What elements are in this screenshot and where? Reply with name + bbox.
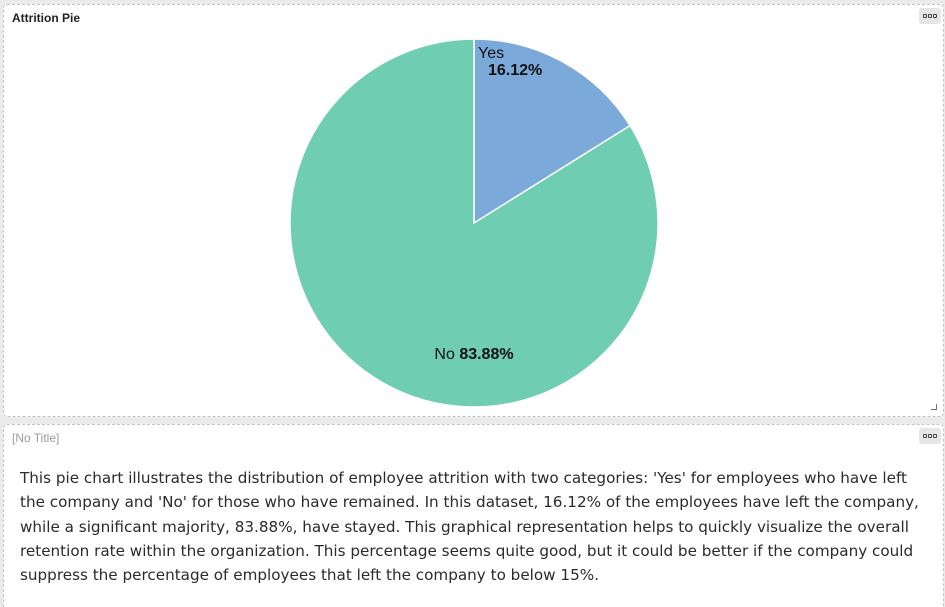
chart-panel-title: Attrition Pie bbox=[12, 11, 80, 25]
more-options-icon bbox=[933, 14, 937, 18]
more-options-icon bbox=[933, 434, 937, 438]
pie-slice-yes[interactable] bbox=[473, 38, 632, 225]
more-options-icon bbox=[928, 434, 932, 438]
text-panel: [No Title] This pie chart illustrates th… bbox=[3, 424, 944, 607]
more-options-icon bbox=[923, 14, 927, 18]
more-options-icon bbox=[928, 14, 932, 18]
more-options-icon bbox=[923, 434, 927, 438]
slice-label-no: No 83.88% bbox=[434, 346, 513, 363]
chart-description-text: This pie chart illustrates the distribut… bbox=[20, 469, 919, 585]
chart-panel-menu-button[interactable] bbox=[919, 8, 941, 24]
text-panel-menu-button[interactable] bbox=[919, 428, 941, 444]
slice-value-yes: 16.12% bbox=[488, 62, 542, 79]
resize-handle-icon[interactable] bbox=[931, 404, 937, 410]
chart-panel: Attrition Pie Yes 16.12% No 83.88% bbox=[3, 4, 944, 417]
pie-slice-no[interactable] bbox=[289, 38, 659, 408]
slice-label-yes: Yes bbox=[478, 45, 504, 62]
text-panel-title: [No Title] bbox=[12, 431, 60, 445]
slice-value-no: 83.88% bbox=[459, 346, 513, 363]
